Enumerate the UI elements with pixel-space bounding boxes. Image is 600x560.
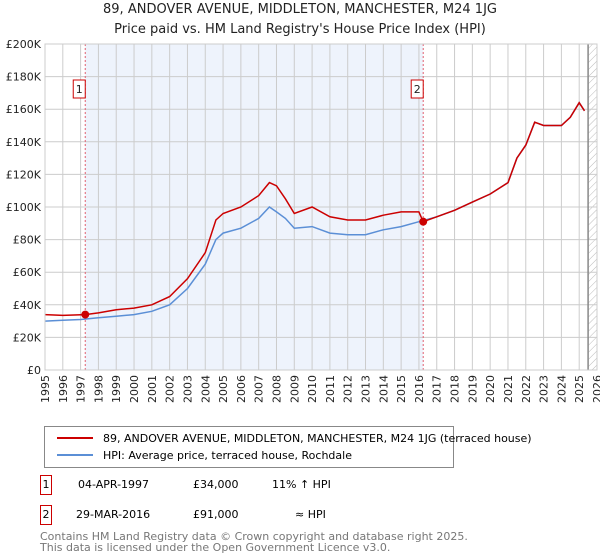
x-tick-label: 1995	[39, 375, 52, 403]
x-tick-label: 2004	[199, 375, 212, 403]
x-tick-label: 2007	[253, 375, 266, 403]
x-tick-label: 2006	[235, 375, 248, 403]
x-tick-label: 2010	[306, 375, 319, 403]
transaction-date: 29-MAR-2016	[76, 508, 151, 521]
x-tick-label: 2000	[128, 375, 141, 403]
x-tick-label: 2019	[466, 375, 479, 403]
transaction-hpi: ≈ HPI	[295, 508, 326, 521]
sale-marker-badge	[410, 79, 424, 99]
x-tick-label: 2025	[573, 375, 586, 403]
chart-title: 89, ANDOVER AVENUE, MIDDLETON, MANCHESTE…	[103, 2, 497, 17]
legend-swatch-red	[57, 437, 93, 439]
x-tick-label: 1997	[75, 375, 88, 403]
sale-marker-label: 2	[414, 83, 421, 96]
y-tick-label: £140K	[6, 136, 42, 149]
x-tick-label: 2008	[270, 375, 283, 403]
price-chart: 1995 1996 1997 1998 1999 2000 2001 2002 2003 2004…	[6, 38, 600, 403]
x-tick-label: 2003	[181, 375, 194, 403]
x-tick-label: 2023	[538, 375, 551, 403]
y-tick-label: £160K	[6, 103, 42, 116]
marker-badge: 1	[40, 475, 52, 495]
sale-marker-label: 1	[76, 83, 83, 96]
legend-item-hpi: HPI: Average price, terraced house, Roch…	[57, 447, 352, 463]
x-tick-label: 2011	[324, 375, 337, 403]
legend-label: HPI: Average price, terraced house, Roch…	[103, 448, 352, 462]
x-tick-label: 2014	[377, 375, 390, 403]
sale-point	[81, 310, 90, 319]
x-tick-label: 1998	[92, 375, 105, 403]
sale-point	[419, 217, 428, 226]
footer-line: Contains HM Land Registry data © Crown c…	[40, 530, 468, 543]
legend: 89, ANDOVER AVENUE, MIDDLETON, MANCHESTE…	[44, 426, 532, 468]
chart-subtitle: Price paid vs. HM Land Registry's House …	[114, 22, 486, 37]
y-tick-label: £0	[27, 364, 41, 377]
y-tick-label: £120K	[6, 168, 42, 181]
transaction-price: £34,000	[193, 478, 239, 491]
footer-line: This data is licensed under the Open Gov…	[40, 541, 391, 554]
transaction-price: £91,000	[193, 508, 239, 521]
x-tick-label: 2020	[484, 375, 497, 403]
y-tick-label: £20K	[13, 331, 42, 344]
x-tick-label: 2009	[288, 375, 301, 403]
x-tick-label: 2021	[502, 375, 515, 403]
y-tick-label: £100K	[6, 201, 42, 214]
x-tick-label: 1996	[57, 375, 70, 403]
x-tick-label: 2018	[449, 375, 462, 403]
x-tick-label: 2026	[591, 375, 600, 403]
footer: Contains HM Land Registry data © Crown c…	[40, 531, 468, 553]
x-tick-label: 2001	[146, 375, 159, 403]
y-tick-label: £200K	[6, 38, 42, 51]
x-tick-label: 2024	[555, 375, 568, 403]
x-tick-label: 2005	[217, 375, 230, 403]
sale-marker-badge	[72, 79, 86, 99]
x-tick-label: 2022	[520, 375, 533, 403]
transaction-date: 04-APR-1997	[78, 478, 150, 491]
x-tick-label: 1999	[110, 375, 123, 403]
x-tick-label: 2002	[164, 375, 177, 403]
legend-item-property: 89, ANDOVER AVENUE, MIDDLETON, MANCHESTE…	[57, 430, 532, 446]
x-tick-label: 2012	[342, 375, 355, 403]
x-tick-label: 2015	[395, 375, 408, 403]
marker-badge: 2	[40, 505, 52, 525]
plot-frame	[44, 43, 598, 371]
series-line	[44, 101, 586, 317]
y-tick-label: £60K	[13, 266, 42, 279]
x-tick-label: 2017	[431, 375, 444, 403]
transaction-hpi: 11% ↑ HPI	[272, 478, 331, 491]
legend-swatch-blue	[57, 454, 93, 456]
y-tick-label: £180K	[6, 71, 42, 84]
x-tick-label: 2013	[360, 375, 373, 403]
x-tick-label: 2016	[413, 375, 426, 403]
legend-label: 89, ANDOVER AVENUE, MIDDLETON, MANCHESTE…	[103, 431, 532, 445]
y-tick-label: £40K	[13, 299, 42, 312]
y-tick-label: £80K	[13, 234, 42, 247]
